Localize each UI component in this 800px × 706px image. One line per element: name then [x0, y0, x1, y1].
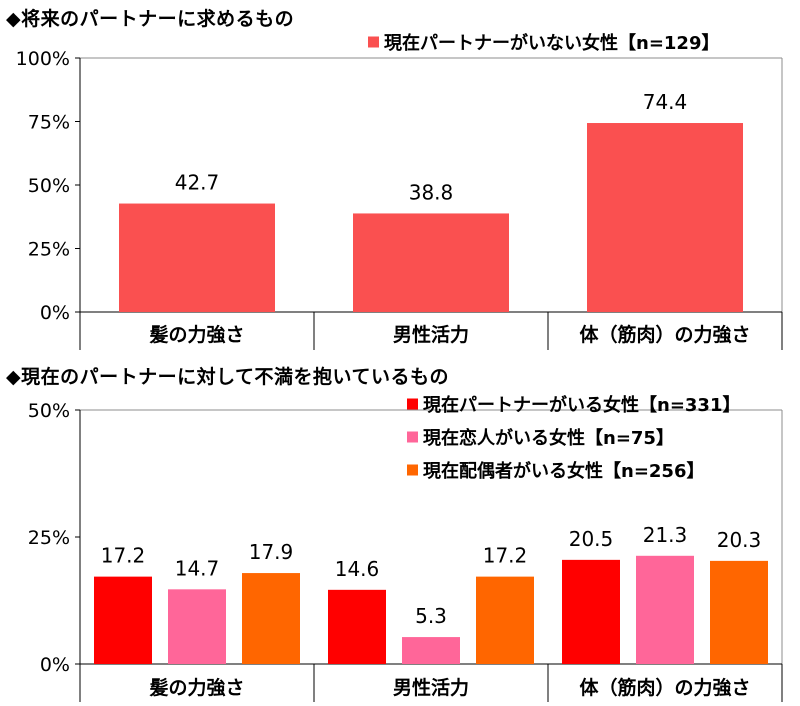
chart1-category-label: 男性活力 [393, 323, 469, 346]
chart2-data-label: 17.2 [101, 544, 146, 568]
chart2-data-label: 17.2 [483, 544, 528, 568]
chart1-legend-swatch [368, 36, 379, 48]
chart2-y-tick-label: 25% [28, 527, 70, 549]
chart2-category-label: 男性活力 [393, 676, 469, 699]
chart2-data-label: 20.3 [717, 528, 762, 552]
chart1-category-label: 体（筋肉）の力強さ [579, 323, 750, 346]
chart2-legend-label: 現在パートナーがいる女性【n=331】 [423, 394, 740, 416]
chart2-bar [636, 555, 694, 664]
chart2-bar [710, 560, 768, 664]
chart2-bar [168, 589, 226, 664]
chart2-bar [94, 576, 152, 664]
chart2-data-label: 5.3 [415, 604, 447, 628]
chart1-data-label: 74.4 [643, 90, 688, 114]
chart1-y-tick-label: 75% [28, 112, 70, 134]
chart2-bar [402, 637, 460, 664]
chart2-data-label: 17.9 [249, 540, 294, 564]
chart2-legend-label: 現在恋人がいる女性【n=75】 [423, 427, 674, 449]
chart2-bar [562, 559, 620, 664]
chart1-bar [587, 123, 743, 312]
chart1-legend-label: 現在パートナーがいない女性【n=129】 [384, 32, 719, 54]
chart1-y-tick-label: 50% [28, 175, 70, 197]
chart2-category-label: 髪の力強さ [148, 676, 244, 699]
chart2-legend-swatch [407, 398, 418, 410]
chart1-title: ◆将来のパートナーに求めるもの [6, 8, 295, 30]
chart1-category-label: 髪の力強さ [148, 323, 244, 346]
chart2-data-label: 14.6 [335, 557, 380, 581]
chart1-y-tick-label: 100% [16, 48, 70, 70]
chart2-bar [242, 573, 300, 664]
chart1-bar [119, 203, 275, 312]
chart2-title: ◆現在のパートナーに対して不満を抱いているもの [6, 366, 449, 388]
chart2-category-label: 体（筋肉）の力強さ [579, 676, 750, 699]
chart2-y-tick-label: 50% [28, 400, 70, 422]
chart1-data-label: 38.8 [409, 180, 454, 204]
chart1-data-label: 42.7 [175, 171, 220, 195]
chart2-bar [328, 589, 386, 664]
chart2-y-tick-label: 0% [40, 654, 70, 676]
chart2-bar [476, 576, 534, 664]
chart2-data-label: 20.5 [569, 527, 614, 551]
chart1-y-tick-label: 0% [40, 302, 70, 324]
chart2-legend-swatch [407, 464, 418, 476]
chart1-bar [353, 213, 509, 312]
chart2-data-label: 14.7 [175, 556, 220, 580]
chart2-data-label: 21.3 [643, 523, 688, 547]
chart2-legend-swatch [407, 431, 418, 443]
chart1-y-tick-label: 25% [28, 239, 70, 261]
chart2-legend-label: 現在配偶者がいる女性【n=256】 [423, 460, 704, 482]
